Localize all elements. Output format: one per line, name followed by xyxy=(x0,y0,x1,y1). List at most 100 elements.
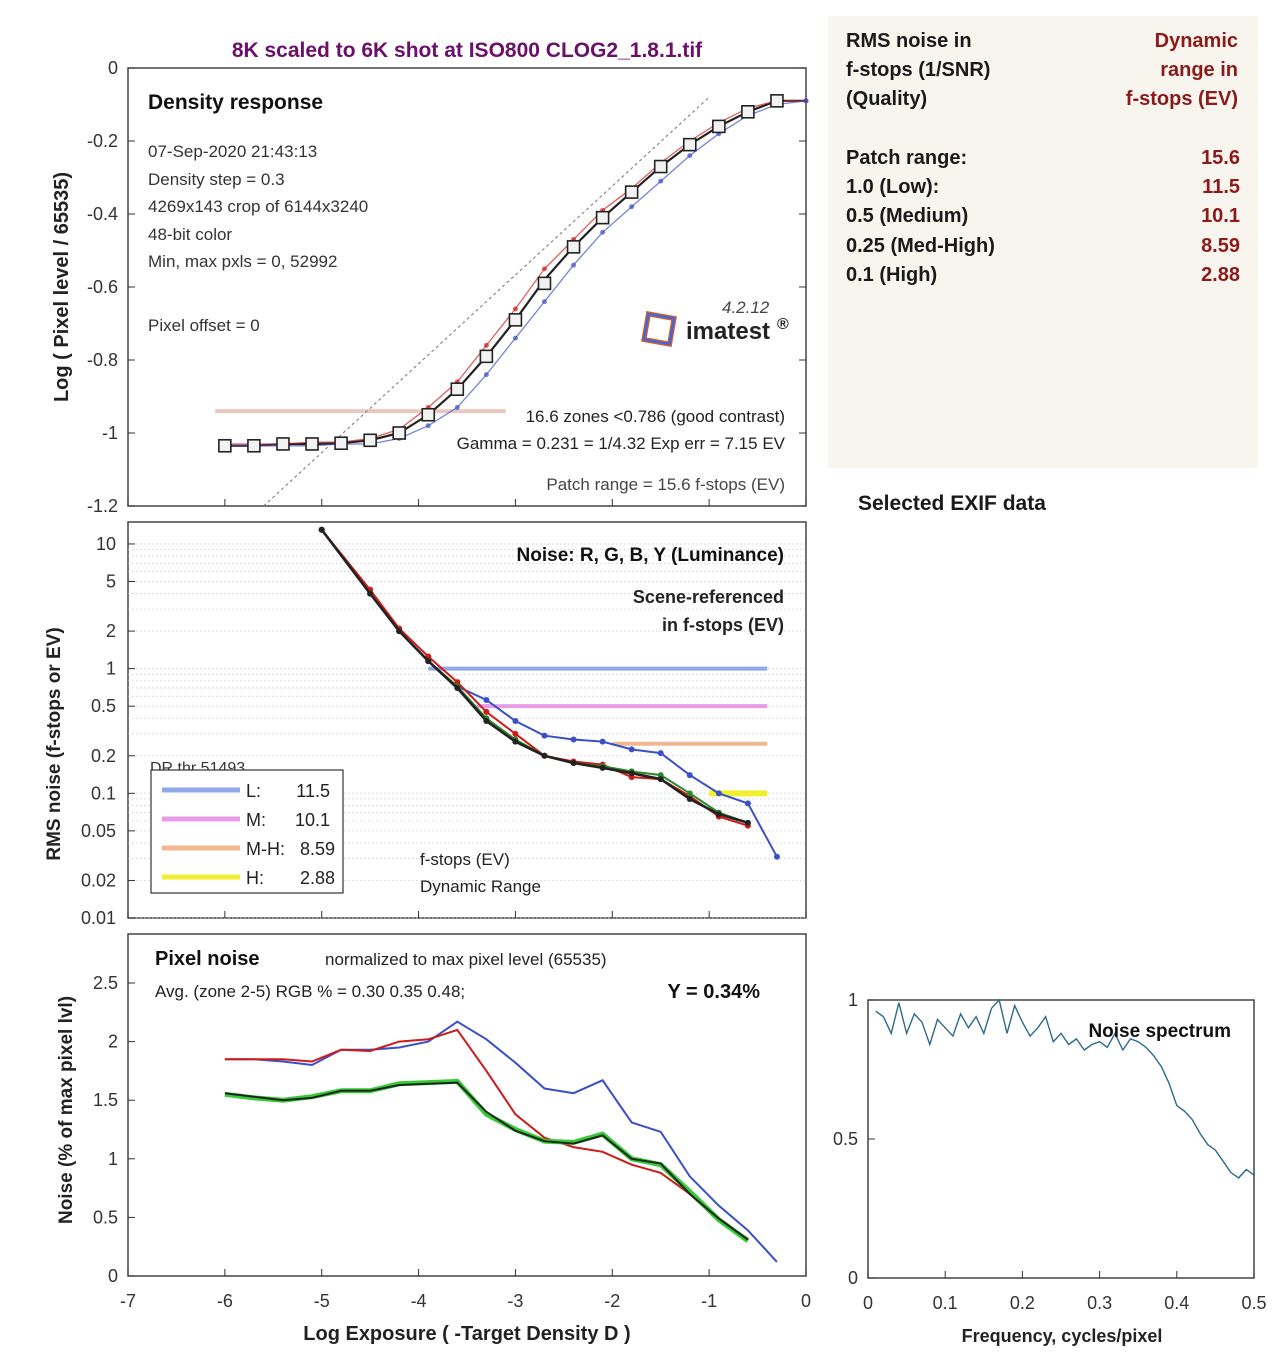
legend-value: 8.59 xyxy=(300,839,335,859)
summary-row-value: 10.1 xyxy=(1201,205,1240,227)
spectrum-ticks: 0 0.5 1 0 0.1 0.2 0.3 0.4 0.5 xyxy=(833,990,1267,1313)
x-tick-label: 0 xyxy=(801,1291,811,1311)
exif-title: Selected EXIF data xyxy=(858,492,1046,515)
pixelnoise-y: Y = 0.34% xyxy=(668,981,761,1003)
reference-line xyxy=(263,96,710,507)
density-marker xyxy=(653,159,668,174)
pixel-offset: Pixel offset = 0 xyxy=(148,316,260,335)
density-marker xyxy=(624,185,639,199)
zones-text: 16.6 zones <0.786 (good contrast) xyxy=(526,407,785,426)
density-marker xyxy=(508,313,523,327)
noise-marks xyxy=(318,526,780,860)
noise-point xyxy=(773,853,780,860)
summary-header-right-1: Dynamic xyxy=(1154,30,1238,52)
noise-ylabel: RMS noise (f-stops or EV) xyxy=(44,627,65,860)
x-tick-label: -6 xyxy=(217,1291,233,1311)
density-marks xyxy=(215,94,809,507)
density-ylabel: Log ( Pixel level / 65535) xyxy=(51,172,73,402)
spectrum-frame xyxy=(867,999,1255,1279)
noise-point xyxy=(483,718,490,725)
x-tick-label: -4 xyxy=(411,1291,427,1311)
y-tick-label: -1 xyxy=(102,423,118,443)
y-tick-label: 0.02 xyxy=(81,870,116,890)
density-marker xyxy=(218,438,232,453)
density-point xyxy=(454,404,460,410)
pixelnoise-ticks: 0 0.5 1 1.5 2 2.5 -7 -6 -5 -4 -3 -2 -1 0 xyxy=(93,973,811,1311)
x-tick-label: 0 xyxy=(863,1293,873,1313)
pixelnoise-xlabel: Log Exposure ( -Target Density D ) xyxy=(303,1323,630,1345)
density-info-line: Density step = 0.3 xyxy=(148,170,285,189)
density-marker xyxy=(741,105,755,119)
summary-row-label: Patch range: xyxy=(846,147,968,169)
noise-point xyxy=(512,718,519,725)
pixelnoise-heading: Pixel noise xyxy=(155,948,260,970)
legend-value: 11.5 xyxy=(296,781,330,801)
density-marker xyxy=(712,119,726,134)
pixelnoise-normalized: normalized to max pixel level (65535) xyxy=(325,950,607,969)
density-point xyxy=(687,153,693,159)
pixelnoise-marks xyxy=(224,1020,778,1263)
pixelnoise-ylabel: Noise (% of max pixel lvl) xyxy=(56,996,77,1224)
y-tick-label: 0.5 xyxy=(93,1207,118,1227)
density-marker xyxy=(392,426,407,440)
summary-header-left-3: (Quality) xyxy=(846,88,928,110)
summary-row-label: 0.1 (High) xyxy=(846,264,938,286)
summary-header-right-3: f-stops (EV) xyxy=(1125,88,1238,110)
y-tick-label: -0.8 xyxy=(87,350,118,370)
pixelnoise-series-Y xyxy=(224,1081,749,1241)
scene-referenced: Scene-referenced xyxy=(633,587,784,607)
noise-point xyxy=(454,684,461,691)
y-tick-label: -0.4 xyxy=(87,204,118,224)
noise-panel: 10 5 2 1 0.5 0.2 0.1 0.05 0.02 0.01 Noise: R, G, … xyxy=(44,521,807,928)
noise-point xyxy=(686,772,693,779)
x-tick-label: 0.2 xyxy=(1010,1293,1035,1313)
density-panel: 0 -0.2 -0.4 -0.6 -0.8 -1 -1.2 Density response… xyxy=(51,58,809,516)
y-tick-label: 0.5 xyxy=(833,1129,858,1149)
y-tick-label: 10 xyxy=(96,534,116,554)
noise-point xyxy=(657,776,664,783)
noise-point xyxy=(715,811,722,818)
density-info-line: 4269x143 crop of 6144x3240 xyxy=(148,197,368,216)
x-tick-label: -3 xyxy=(507,1291,523,1311)
legend-value: 2.88 xyxy=(300,868,335,888)
summary-row-value: 15.6 xyxy=(1201,147,1240,169)
summary-row-value: 8.59 xyxy=(1201,235,1240,257)
density-marker xyxy=(305,437,319,451)
spectrum-panel: 0 0.5 1 0 0.1 0.2 0.3 0.4 0.5 Noise spectrum Fre… xyxy=(833,990,1267,1346)
imatest-registered-mark: ® xyxy=(777,316,789,333)
y-tick-label: 0 xyxy=(108,58,118,78)
legend-value: 10.1 xyxy=(295,810,330,830)
density-marker xyxy=(276,437,290,451)
density-point xyxy=(512,335,518,341)
x-tick-label: 0.1 xyxy=(933,1293,958,1313)
summary-row-label: 1.0 (Low): xyxy=(846,176,940,198)
summary-row-value: 2.88 xyxy=(1201,264,1240,286)
summary-header-right-2: range in xyxy=(1160,59,1238,81)
dynamic-range-label: Dynamic Range xyxy=(420,877,541,896)
noise-point xyxy=(686,796,693,803)
patch-range-text: Patch range = 15.6 f-stops (EV) xyxy=(546,475,785,494)
density-marker xyxy=(247,438,261,453)
density-marker xyxy=(566,240,581,254)
noise-legend: L: 11.5 M: 10.1 M-H: 8.59 H: 2.88 xyxy=(150,769,344,894)
y-tick-label: 5 xyxy=(106,571,116,591)
noise-point xyxy=(628,746,635,753)
y-tick-label: 0.01 xyxy=(81,908,116,928)
noise-point xyxy=(570,760,577,767)
noise-point xyxy=(657,750,664,757)
density-point xyxy=(541,299,547,305)
x-tick-label: -5 xyxy=(314,1291,330,1311)
fstops-label: f-stops (EV) xyxy=(420,850,510,869)
density-info-line: 07-Sep-2020 21:43:13 xyxy=(148,142,317,161)
spectrum-heading: Noise spectrum xyxy=(1088,1021,1231,1042)
noise-point xyxy=(541,732,548,739)
chart-title: 8K scaled to 6K shot at ISO800 CLOG2_1.8… xyxy=(232,39,703,62)
density-point xyxy=(541,266,547,272)
density-ticks: 0 -0.2 -0.4 -0.6 -0.8 -1 -1.2 xyxy=(87,58,807,516)
density-point xyxy=(658,178,664,184)
x-tick-label: -7 xyxy=(120,1291,136,1311)
density-marker xyxy=(595,210,610,225)
summary-header-left-1: RMS noise in xyxy=(846,30,972,52)
density-point xyxy=(600,229,606,235)
